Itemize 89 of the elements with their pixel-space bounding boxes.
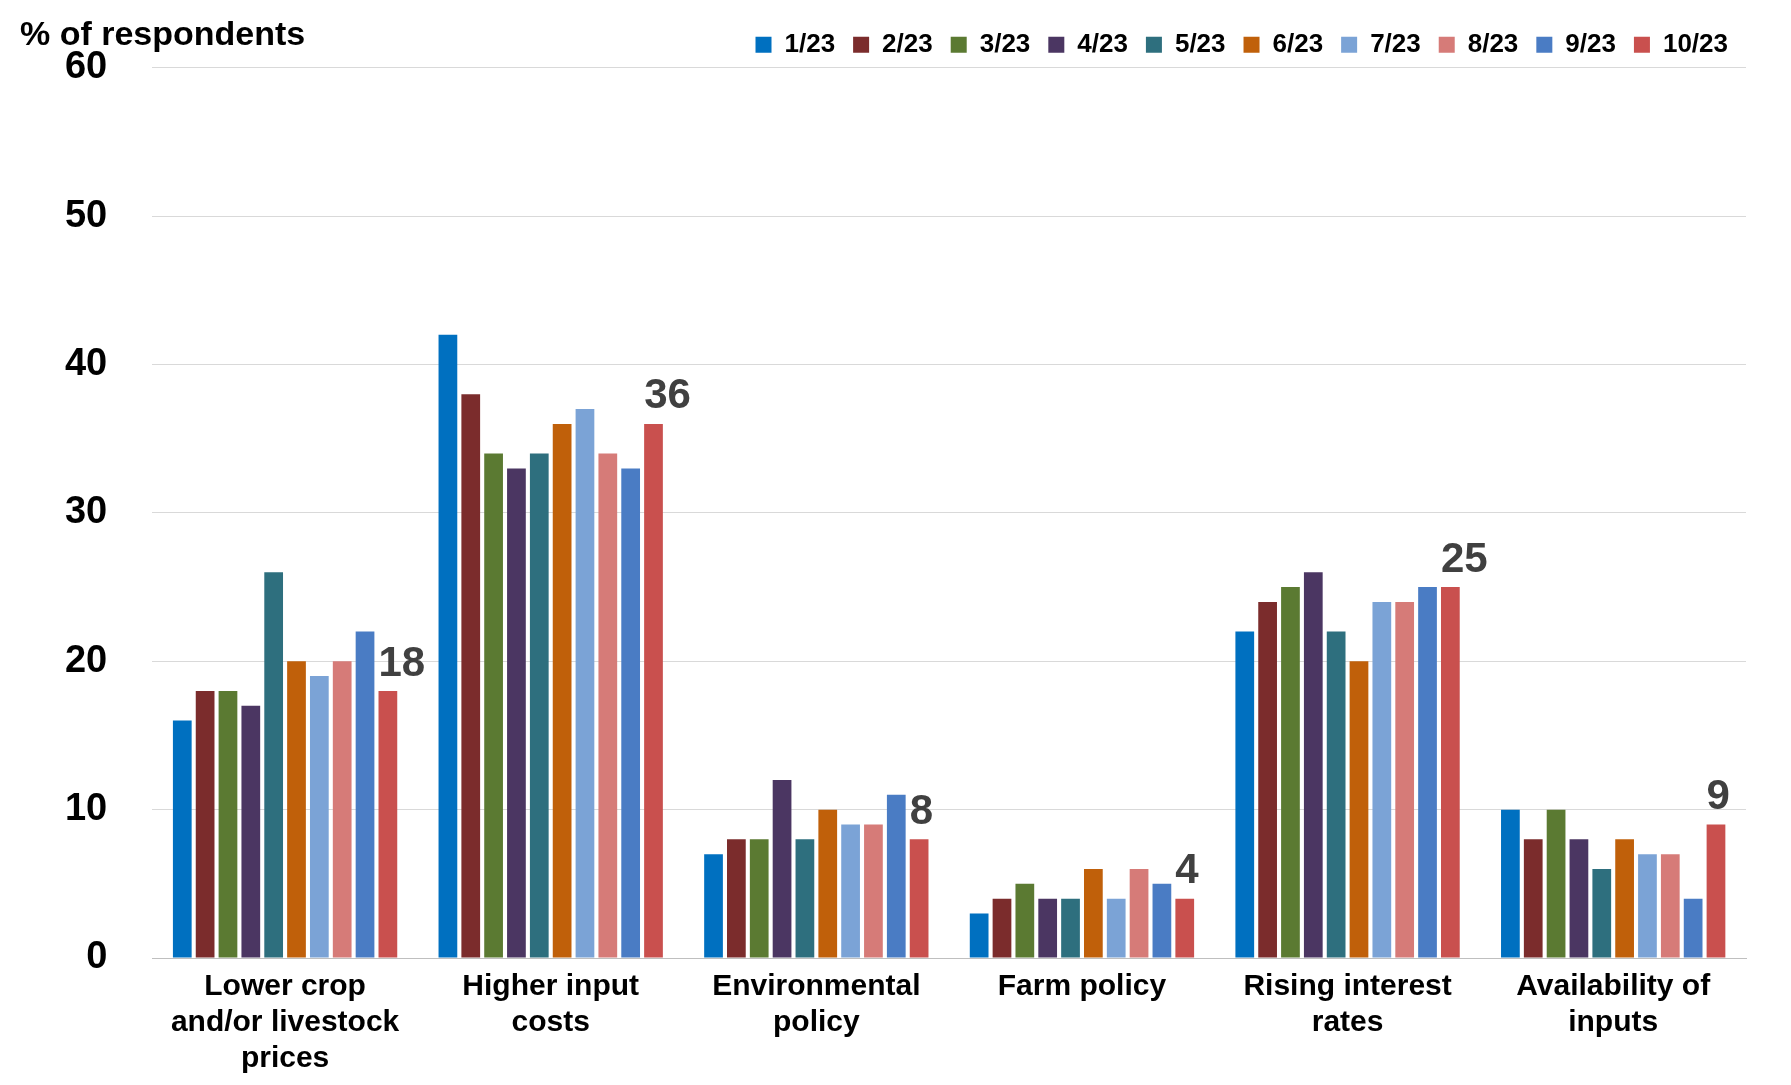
- bar: [309, 676, 329, 958]
- bar: [1281, 587, 1300, 958]
- bar: [195, 690, 215, 958]
- y-tick-label: 0: [86, 934, 108, 977]
- bar: [1441, 587, 1460, 958]
- bar: [969, 913, 989, 958]
- x-tick-label: Farm policy: [997, 968, 1167, 1002]
- legend-label: 7/23: [1370, 27, 1421, 58]
- legend-label: 6/23: [1272, 27, 1324, 58]
- bar: [264, 572, 284, 958]
- x-tick-label: Rising interest rates: [1243, 968, 1452, 1038]
- bar: [552, 423, 572, 958]
- bar: [841, 824, 860, 958]
- y-tick-label: 30: [64, 489, 108, 532]
- legend-label: 2/23: [882, 27, 933, 58]
- x-tick-label: Availability of inputs: [1516, 968, 1712, 1038]
- bar: [241, 705, 261, 958]
- y-tick-label: 20: [64, 637, 108, 680]
- data-label: 4: [1175, 845, 1200, 893]
- y-tick-label: 40: [64, 341, 108, 384]
- x-tick-label: Environmental policy: [712, 968, 921, 1038]
- bar: [461, 394, 481, 958]
- bar: [727, 839, 746, 958]
- legend-label: 8/23: [1467, 27, 1519, 58]
- bar: [1084, 868, 1103, 958]
- bar: [1015, 883, 1035, 958]
- legend-label: 3/23: [979, 27, 1031, 58]
- bar: [172, 720, 192, 958]
- data-label: 25: [1441, 533, 1488, 581]
- bar: [621, 468, 641, 958]
- bar: [529, 453, 549, 958]
- x-tick-label: Lower crop and/or livestock prices: [170, 968, 400, 1074]
- bar: [1106, 898, 1126, 958]
- bar: [1038, 898, 1058, 958]
- bar: [1660, 854, 1680, 958]
- bar: [1061, 898, 1080, 958]
- legend-label: 5/23: [1174, 27, 1226, 58]
- bar: [355, 631, 375, 958]
- bar: [1372, 601, 1392, 958]
- legend-label: 4/23: [1077, 27, 1128, 58]
- bar: [1523, 839, 1543, 958]
- bar: [1592, 868, 1612, 958]
- legend-label: 10/23: [1662, 27, 1729, 58]
- data-label: 36: [644, 370, 691, 418]
- bar: [864, 824, 883, 958]
- bar: [818, 809, 838, 958]
- bar: [1349, 661, 1369, 958]
- bar: [704, 854, 723, 958]
- bar: [1175, 898, 1195, 958]
- bar: [1683, 898, 1703, 958]
- legend-label: 1/23: [784, 27, 836, 58]
- bar: [992, 898, 1012, 958]
- data-label: 9: [1706, 771, 1730, 819]
- bar: [598, 453, 618, 958]
- bar: [1235, 631, 1255, 958]
- data-label: 8: [909, 785, 934, 833]
- bar: [332, 661, 352, 958]
- bar: [1546, 809, 1566, 958]
- bar: [1152, 883, 1172, 958]
- bar: [575, 409, 595, 958]
- legend-label: 9/23: [1565, 27, 1616, 58]
- y-tick-label: 60: [64, 44, 108, 87]
- bar: [1129, 868, 1149, 958]
- bar: [1706, 824, 1726, 958]
- bar: [378, 690, 398, 958]
- bar: [772, 779, 792, 958]
- bar: [886, 794, 906, 958]
- bar: [1258, 601, 1277, 958]
- bar: [218, 690, 238, 958]
- bar: [1638, 854, 1657, 958]
- bar: [909, 839, 929, 958]
- data-label: 18: [378, 637, 426, 685]
- bar: [484, 453, 503, 958]
- bar: [795, 839, 815, 958]
- bar: [644, 423, 663, 958]
- bar: [1615, 839, 1634, 958]
- y-tick-label: 50: [64, 192, 108, 235]
- bar: [1326, 631, 1346, 958]
- y-tick-label: 10: [64, 786, 108, 829]
- bar: [438, 334, 458, 958]
- bar: [1501, 809, 1520, 958]
- bar: [507, 468, 526, 958]
- bar: [1395, 601, 1415, 958]
- bar: [749, 839, 769, 958]
- bar: [287, 661, 306, 958]
- x-tick-label: Higher input costs: [462, 968, 640, 1038]
- bar: [1418, 587, 1437, 958]
- bar: [1569, 839, 1589, 958]
- bar: [1303, 572, 1323, 958]
